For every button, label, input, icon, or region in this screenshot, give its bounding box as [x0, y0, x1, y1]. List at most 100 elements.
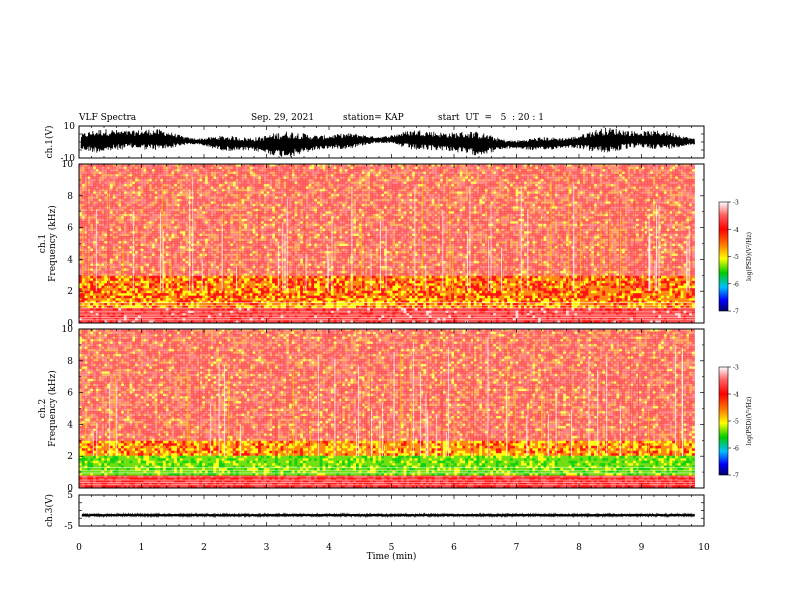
spectrogram-ch1-cell	[602, 172, 605, 175]
spectrogram-ch1-cell	[107, 169, 110, 172]
spectrogram-ch1-cell	[580, 167, 583, 170]
spectrogram-ch1-cell	[373, 176, 376, 179]
spectrogram-ch1-cell	[104, 167, 107, 170]
spectrogram-ch1-cell	[286, 176, 289, 179]
spectrogram-ch1-cell	[278, 167, 281, 170]
spectrogram-ch1-cell	[611, 169, 614, 172]
spectrogram-ch1-cell	[118, 174, 121, 177]
spectrogram-ch1-cell	[244, 167, 247, 170]
spectrogram-ch1-cell	[174, 169, 177, 172]
spectrogram-ch1-cell	[527, 169, 530, 172]
spectrogram-ch1-cell	[135, 176, 138, 179]
spectrogram-ch1-cell	[619, 167, 622, 170]
spectrogram-ch1-cell	[202, 169, 205, 172]
spectrogram-ch1-cell	[619, 172, 622, 175]
spectrogram-ch1-cell	[225, 169, 228, 172]
spectrogram-ch1-cell	[272, 167, 275, 170]
spectrogram-ch1-cell	[211, 167, 214, 170]
spectrogram-ch1-cell	[560, 169, 563, 172]
spectrogram-ch1-cell	[608, 172, 611, 175]
spectrogram-ch1-cell	[387, 174, 390, 177]
spectrogram-ch1-cell	[141, 172, 144, 175]
spectrogram-ch1-cell	[101, 167, 104, 170]
spectrogram-ch1-cell	[227, 172, 230, 175]
spectrogram-ch1-cell	[110, 172, 113, 175]
spectrogram-ch1-cell	[465, 169, 468, 172]
spectrogram-ch1-cell	[546, 167, 549, 170]
spectrogram-ch1-cell	[423, 174, 426, 177]
spectrogram-ch1-cell	[99, 176, 102, 179]
spectrogram-ch1-cell	[174, 172, 177, 175]
spectrogram-ch1-cell	[267, 174, 270, 177]
spectrogram-ch1-cell	[580, 169, 583, 172]
spectrogram-ch1-cell	[524, 172, 527, 175]
spectrogram-ch1-cell	[199, 169, 202, 172]
spectrogram-ch1-cell	[577, 174, 580, 177]
spectrogram-ch1-cell	[183, 174, 186, 177]
spectrogram-ch1-cell	[675, 169, 678, 172]
spectrogram-ch1-cell	[644, 169, 647, 172]
spectrogram-ch1-cell	[295, 172, 298, 175]
spectrogram-ch1-cell	[440, 172, 443, 175]
spectrogram-ch1-cell	[169, 174, 172, 177]
spectrogram-ch1-cell	[622, 172, 625, 175]
spectrogram-ch1-cell	[317, 169, 320, 172]
spectrogram-ch1-cell	[155, 176, 158, 179]
spectrogram-ch1-cell	[118, 167, 121, 170]
spectrogram-ch1-cell	[482, 172, 485, 175]
spectrogram-ch1-cell	[325, 174, 328, 177]
spectrogram-ch1-cell	[191, 172, 194, 175]
spectrogram-ch1-cell	[155, 169, 158, 172]
spectrogram-ch1-cell	[146, 172, 149, 175]
spectrogram-ch1-cell	[289, 176, 292, 179]
spectrogram-ch1-cell	[471, 167, 474, 170]
spectrogram-ch1-cell	[406, 174, 409, 177]
spectrogram-ch1-cell	[348, 167, 351, 170]
spectrogram-ch1-cell	[163, 174, 166, 177]
spectrogram-ch1-cell	[611, 167, 614, 170]
spectrogram-ch1-cell	[362, 167, 365, 170]
spectrogram-ch1-cell	[594, 169, 597, 172]
spectrogram-ch1-cell	[208, 167, 211, 170]
spectrogram-ch1-cell	[563, 174, 566, 177]
spectrogram-ch1-cell	[558, 169, 561, 172]
spectrogram-ch1-cell	[392, 167, 395, 170]
spectrogram-ch1-cell	[614, 169, 617, 172]
spectrogram-ch1-cell	[208, 172, 211, 175]
spectrogram-ch1-cell	[597, 169, 600, 172]
spectrogram-ch1-cell	[636, 172, 639, 175]
spectrogram-ch1-cell	[127, 167, 130, 170]
spectrogram-ch1-cell	[356, 174, 359, 177]
spectrogram-ch1-cell	[468, 167, 471, 170]
spectrogram-ch1-cell	[625, 167, 628, 170]
spectrogram-ch1-cell	[104, 169, 107, 172]
spectrogram-ch1-cell	[141, 167, 144, 170]
spectrogram-ch1-cell	[689, 172, 692, 175]
spectrogram-ch1-cell	[401, 169, 404, 172]
spectrogram-ch1-cell	[675, 174, 678, 177]
spectrogram-ch1-cell	[216, 176, 219, 179]
spectrogram-ch1-cell	[622, 167, 625, 170]
spectrogram-ch1-cell	[180, 167, 183, 170]
spectrogram-ch1-cell	[314, 169, 317, 172]
spectrogram-ch1-cell	[132, 176, 135, 179]
spectrogram-ch1-cell	[188, 167, 191, 170]
spectrogram-ch1-cell	[205, 176, 208, 179]
vlf-figure: 10-10ch.1(V)0246810ch.1 Frequency (kHz)-3…	[0, 0, 792, 612]
spectrogram-ch1-cell	[353, 172, 356, 175]
spectrogram-ch1-cell	[658, 174, 661, 177]
spectrogram-ch1-cell	[574, 174, 577, 177]
spectrogram-ch1-cell	[362, 172, 365, 175]
spectrogram-ch1-cell	[437, 169, 440, 172]
spectrogram-ch1-cell	[348, 169, 351, 172]
spectrogram-ch1-cell	[171, 169, 174, 172]
spectrogram-ch1-cell	[378, 169, 381, 172]
spectrogram-ch1-cell	[222, 172, 225, 175]
spectrogram-ch1-cell	[202, 176, 205, 179]
spectrogram-ch1-cell	[171, 176, 174, 179]
spectrogram-ch1-cell	[283, 176, 286, 179]
spectrogram-ch1-cell	[247, 172, 250, 175]
spectrogram-ch1-cell	[496, 167, 499, 170]
spectrogram-ch1-cell	[213, 172, 216, 175]
spectrogram-ch1-cell	[591, 172, 594, 175]
